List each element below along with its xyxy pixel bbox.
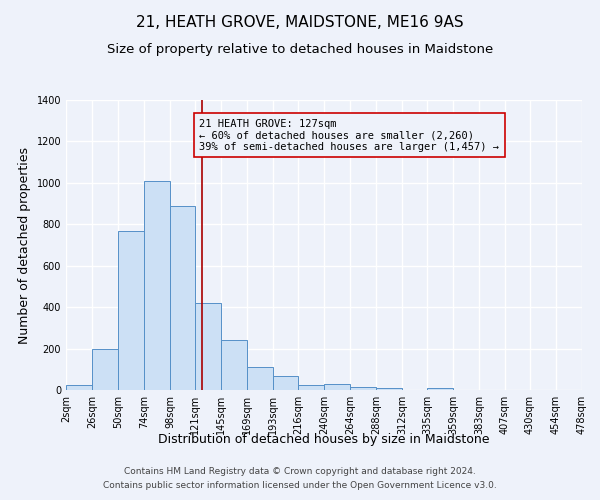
Bar <box>170 206 195 390</box>
Text: Size of property relative to detached houses in Maidstone: Size of property relative to detached ho… <box>107 42 493 56</box>
Bar <box>273 376 298 390</box>
Text: Contains public sector information licensed under the Open Government Licence v3: Contains public sector information licen… <box>103 481 497 490</box>
Bar <box>427 388 453 390</box>
Bar <box>247 367 273 390</box>
Text: Distribution of detached houses by size in Maidstone: Distribution of detached houses by size … <box>158 432 490 446</box>
Bar <box>144 181 170 390</box>
Bar <box>221 340 247 390</box>
Bar <box>298 385 324 390</box>
Y-axis label: Number of detached properties: Number of detached properties <box>18 146 31 344</box>
Bar <box>92 348 118 390</box>
Text: Contains HM Land Registry data © Crown copyright and database right 2024.: Contains HM Land Registry data © Crown c… <box>124 467 476 476</box>
Bar <box>350 387 376 390</box>
Bar <box>195 303 221 390</box>
Bar <box>324 384 350 390</box>
Text: 21 HEATH GROVE: 127sqm
← 60% of detached houses are smaller (2,260)
39% of semi-: 21 HEATH GROVE: 127sqm ← 60% of detached… <box>199 118 499 152</box>
Text: 21, HEATH GROVE, MAIDSTONE, ME16 9AS: 21, HEATH GROVE, MAIDSTONE, ME16 9AS <box>136 15 464 30</box>
Bar <box>66 385 92 390</box>
Bar <box>376 388 402 390</box>
Bar <box>118 230 144 390</box>
